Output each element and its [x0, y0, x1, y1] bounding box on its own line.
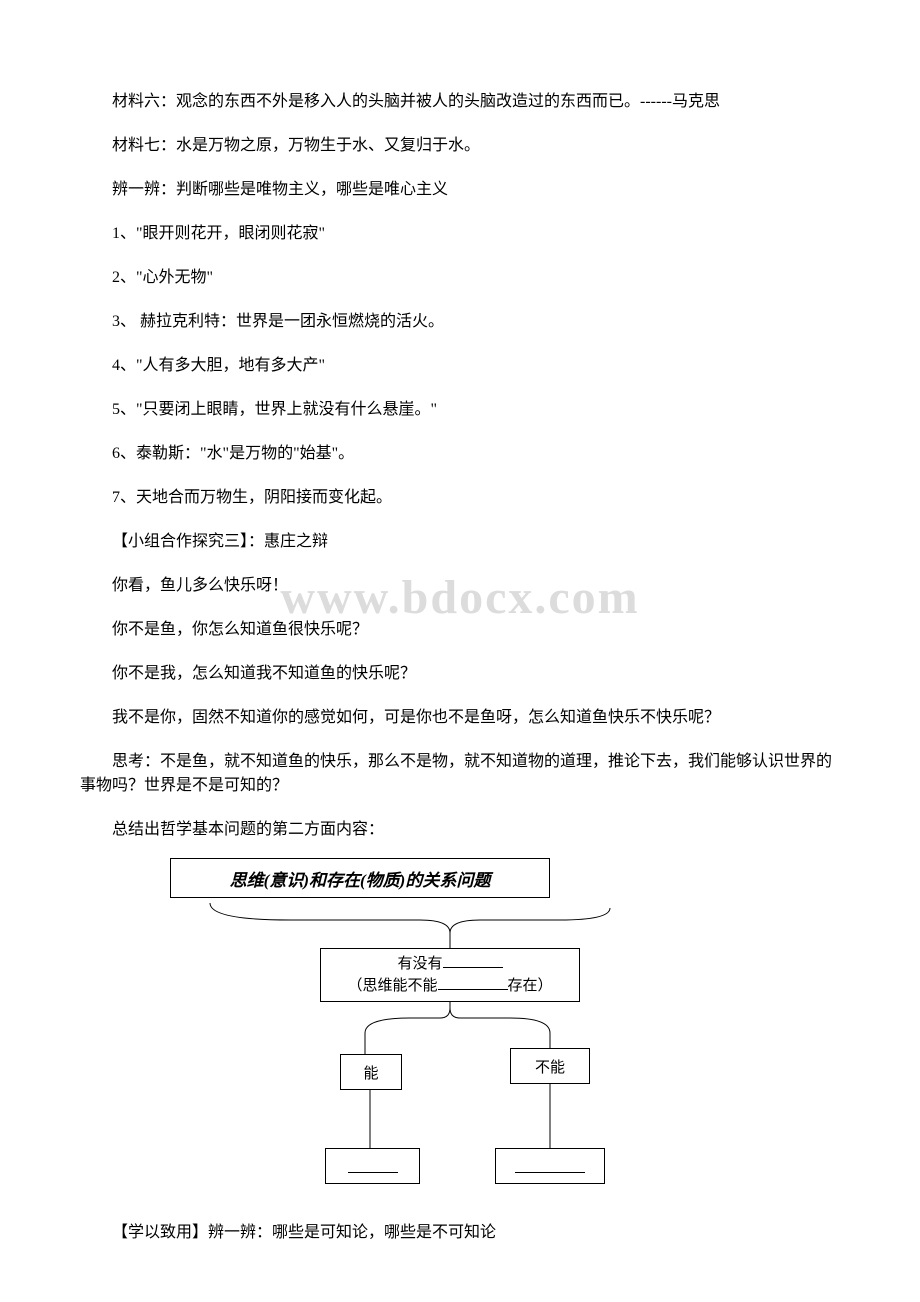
- list-item-6: 6、泰勒斯："水"是万物的"始基"。: [80, 442, 840, 466]
- list-item-4: 4、"人有多大胆，地有多大产": [80, 354, 840, 378]
- blank-fill-1: [443, 953, 503, 968]
- mid-line-2-suffix: 存在）: [508, 978, 553, 994]
- paragraph-summary: 总结出哲学基本问题的第二方面内容：: [80, 818, 840, 842]
- mid-line-1: 有没有: [397, 953, 502, 976]
- diagram-mid-box: 有没有 （思维能不能 存在）: [320, 948, 580, 1002]
- diagram-leaf-1: [325, 1148, 420, 1184]
- list-item-2: 2、"心外无物": [80, 266, 840, 290]
- mid-line-2: （思维能不能 存在）: [347, 975, 552, 998]
- dialogue-line-3: 你不是我，怎么知道我不知道鱼的快乐呢？: [80, 662, 840, 686]
- cannot-text: 不能: [535, 1056, 565, 1077]
- concept-tree-diagram: 思维(意识)和存在(物质)的关系问题 有没有 （思维能不能 存在） 能 不能: [170, 858, 690, 1188]
- diagram-root-text: 思维(意识)和存在(物质)的关系问题: [230, 866, 491, 891]
- diagram-connectors: [170, 858, 690, 1188]
- paragraph-thinking: 思考：不是鱼，就不知道鱼的快乐，那么不是物，就不知道物的道理，推论下去，我们能够…: [80, 750, 840, 798]
- dialogue-line-4: 我不是你，固然不知道你的感觉如何，可是你也不是鱼呀，怎么知道鱼快乐不快乐呢？: [80, 706, 840, 730]
- paragraph-material-6: 材料六：观念的东西不外是移入人的头脑并被人的头脑改造过的东西而已。------马…: [80, 90, 840, 114]
- mid-line-2-prefix: （思维能不能: [347, 978, 437, 994]
- document-content: 材料六：观念的东西不外是移入人的头脑并被人的头脑改造过的东西而已。------马…: [80, 90, 840, 1242]
- list-item-1: 1、"眼开则花开，眼闭则花寂": [80, 222, 840, 246]
- diagram-leaf-2: [495, 1148, 605, 1184]
- diagram-root-box: 思维(意识)和存在(物质)的关系问题: [170, 858, 550, 898]
- diagram-cannot-box: 不能: [510, 1048, 590, 1084]
- text: 材料六：观念的东西不外是移入人的头脑并被人的头脑改造过的东西而已。------马…: [112, 93, 720, 110]
- paragraph-material-7: 材料七：水是万物之原，万物生于水、又复归于水。: [80, 134, 840, 158]
- paragraph-judge-heading: 辨一辨：判断哪些是唯物主义，哪些是唯心主义: [80, 178, 840, 202]
- paragraph-group-inquiry: 【小组合作探究三】：惠庄之辩: [80, 530, 840, 554]
- can-text: 能: [363, 1062, 378, 1083]
- list-item-3: 3、 赫拉克利特：世界是一团永恒燃烧的活火。: [80, 310, 840, 334]
- blank-fill-leaf-2: [515, 1159, 585, 1173]
- list-item-5: 5、"只要闭上眼睛，世界上就没有什么悬崖。": [80, 398, 840, 422]
- dialogue-line-2: 你不是鱼，你怎么知道鱼很快乐呢？: [80, 618, 840, 642]
- diagram-can-box: 能: [340, 1054, 402, 1090]
- mid-line-1-prefix: 有没有: [397, 956, 442, 972]
- blank-fill-2: [438, 975, 508, 990]
- paragraph-apply: 【学以致用】辨一辨：哪些是可知论，哪些是不可知论: [80, 1218, 840, 1242]
- dialogue-line-1: 你看，鱼儿多么快乐呀！: [80, 574, 840, 598]
- blank-fill-leaf-1: [348, 1159, 398, 1173]
- list-item-7: 7、天地合而万物生，阴阳接而变化起。: [80, 486, 840, 510]
